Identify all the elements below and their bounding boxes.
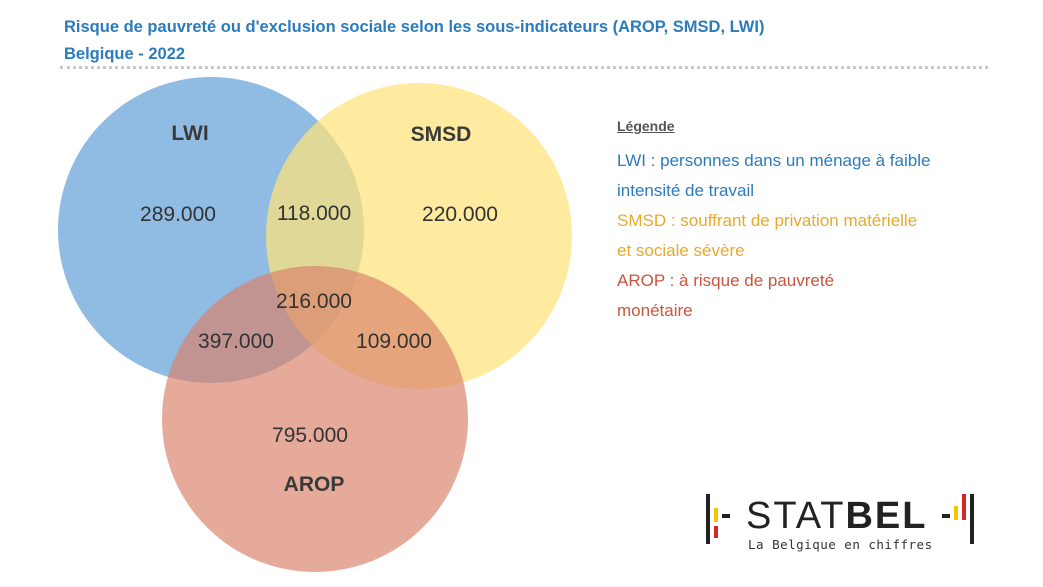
venn-region-value-arop: 795.000 <box>272 424 348 447</box>
chart-title: Risque de pauvreté ou d'exclusion social… <box>64 14 764 68</box>
venn-region-value-lwi-smsd-arop: 216.000 <box>276 290 352 313</box>
venn-diagram: LWI SMSD AROP 289.000 220.000 795.000 118.000 3… <box>58 77 572 572</box>
legend-lwi-line2: intensité de travail <box>617 181 755 200</box>
venn-region-value-lwi-smsd: 118.000 <box>277 202 351 225</box>
venn-region-value-lwi-arop: 397.000 <box>198 330 274 353</box>
logo-wordmark: STATBEL <box>746 496 927 536</box>
legend-smsd-line2: et sociale sévère <box>617 241 745 260</box>
legend-entry-arop: AROP : à risque de pauvreté monétaire <box>617 266 997 326</box>
legend-title: Légende <box>617 118 675 134</box>
legend-entry-smsd: SMSD : souffrant de privation matérielle… <box>617 206 997 266</box>
logo-tagline: La Belgique en chiffres <box>748 537 933 552</box>
title-divider <box>60 66 988 69</box>
venn-circle-arop <box>162 266 468 572</box>
legend-arop-line1: AROP : à risque de pauvreté <box>617 271 835 290</box>
venn-region-value-smsd: 220.000 <box>422 203 498 226</box>
venn-region-value-smsd-arop: 109.000 <box>356 330 432 353</box>
venn-set-label-smsd: SMSD <box>411 123 472 146</box>
logo-bar-red-right <box>962 494 966 520</box>
logo-word-thin: STAT <box>746 495 846 537</box>
venn-set-label-arop: AROP <box>284 473 345 496</box>
legend-lwi-line1: LWI : personnes dans un ménage à faible <box>617 151 931 170</box>
legend-arop-line2: monétaire <box>617 301 693 320</box>
logo-bar-black-left <box>706 494 710 544</box>
venn-set-label-lwi: LWI <box>171 122 208 145</box>
chart-title-line1: Risque de pauvreté ou d'exclusion social… <box>64 18 765 36</box>
logo-word-bold: BEL <box>845 495 928 537</box>
venn-circles <box>58 77 572 572</box>
legend: Légende LWI : personnes dans un ménage à… <box>617 118 997 326</box>
logo-bar-red-left <box>714 526 718 538</box>
logo-bar-yellow-right <box>954 506 958 520</box>
legend-smsd-line1: SMSD : souffrant de privation matérielle <box>617 211 918 230</box>
venn-region-value-lwi: 289.000 <box>140 203 216 226</box>
chart-title-line2: Belgique - 2022 <box>64 45 186 63</box>
logo-bar-black-right <box>970 494 974 544</box>
logo-bar-black-small-right <box>942 514 950 518</box>
statbel-logo: STATBEL La Belgique en chiffres <box>706 492 976 552</box>
logo-bar-black-small-left <box>722 514 730 518</box>
legend-entry-lwi: LWI : personnes dans un ménage à faible … <box>617 146 997 206</box>
logo-bar-yellow-left <box>714 508 718 522</box>
